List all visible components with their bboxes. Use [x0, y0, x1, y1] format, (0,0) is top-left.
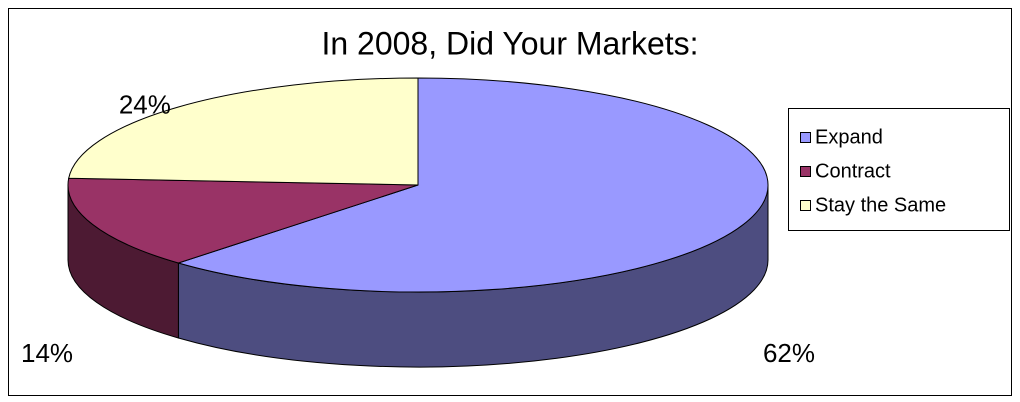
- legend-label: Stay the Same: [815, 194, 946, 216]
- pie-slice: [176, 77, 769, 293]
- chart-title: In 2008, Did Your Markets:: [321, 25, 698, 61]
- legend-box: [788, 108, 1010, 231]
- pie: 62% 14% 24%: [21, 77, 815, 368]
- pie-slice: [67, 177, 419, 264]
- legend-label: Expand: [815, 126, 883, 148]
- legend-label: Contract: [815, 160, 891, 182]
- legend: Expand Contract Stay the Same: [800, 126, 946, 216]
- legend-swatch: [800, 166, 811, 177]
- data-label: 24%: [119, 89, 171, 119]
- pie-slice: [68, 77, 419, 186]
- data-label: 62%: [763, 338, 815, 368]
- legend-swatch: [800, 132, 811, 143]
- legend-swatch: [800, 200, 811, 211]
- data-label: 14%: [21, 338, 73, 368]
